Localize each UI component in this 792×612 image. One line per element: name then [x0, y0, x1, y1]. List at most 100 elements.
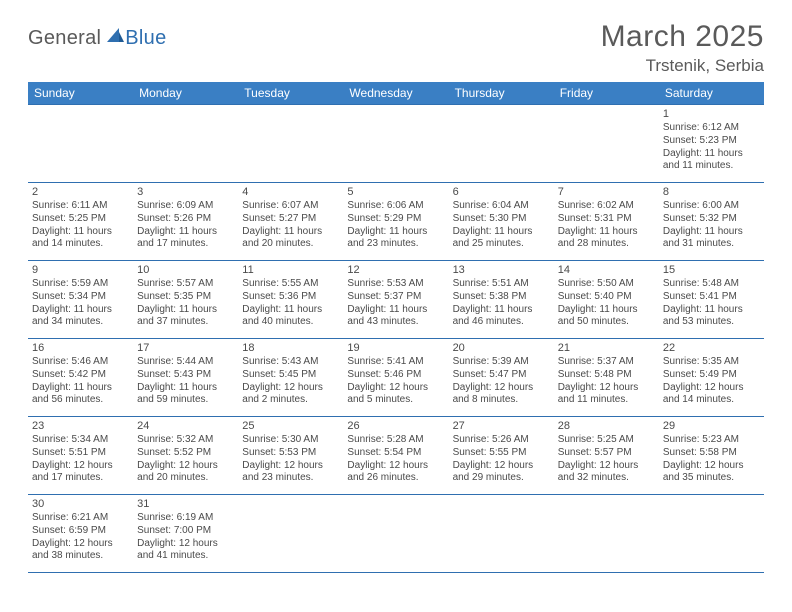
day-number: 26	[347, 419, 444, 433]
dayhead-tue: Tuesday	[238, 82, 343, 105]
sunset-text: Sunset: 5:41 PM	[663, 291, 760, 304]
daylight-text-2: and 26 minutes.	[347, 472, 444, 485]
daylight-text: Daylight: 11 hours	[137, 382, 234, 395]
daylight-text-2: and 35 minutes.	[663, 472, 760, 485]
calendar-week-row: 30Sunrise: 6:21 AMSunset: 6:59 PMDayligh…	[28, 495, 764, 573]
daylight-text-2: and 8 minutes.	[453, 394, 550, 407]
day-number: 28	[558, 419, 655, 433]
day-number: 21	[558, 341, 655, 355]
brand-logo: General Blue	[28, 20, 167, 51]
sunrise-text: Sunrise: 6:00 AM	[663, 200, 760, 213]
day-number: 2	[32, 185, 129, 199]
sunset-text: Sunset: 5:38 PM	[453, 291, 550, 304]
sunset-text: Sunset: 5:32 PM	[663, 213, 760, 226]
daylight-text: Daylight: 11 hours	[242, 304, 339, 317]
daylight-text-2: and 37 minutes.	[137, 316, 234, 329]
calendar-cell: 29Sunrise: 5:23 AMSunset: 5:58 PMDayligh…	[659, 417, 764, 495]
daylight-text: Daylight: 11 hours	[32, 304, 129, 317]
calendar-week-row: 1Sunrise: 6:12 AMSunset: 5:23 PMDaylight…	[28, 105, 764, 183]
daylight-text-2: and 53 minutes.	[663, 316, 760, 329]
sunrise-text: Sunrise: 5:51 AM	[453, 278, 550, 291]
daylight-text-2: and 50 minutes.	[558, 316, 655, 329]
calendar-cell: 4Sunrise: 6:07 AMSunset: 5:27 PMDaylight…	[238, 183, 343, 261]
calendar-cell: 17Sunrise: 5:44 AMSunset: 5:43 PMDayligh…	[133, 339, 238, 417]
day-number: 16	[32, 341, 129, 355]
daylight-text: Daylight: 12 hours	[453, 382, 550, 395]
calendar-cell	[28, 105, 133, 183]
day-number: 23	[32, 419, 129, 433]
daylight-text: Daylight: 12 hours	[242, 460, 339, 473]
sunset-text: Sunset: 7:00 PM	[137, 525, 234, 538]
sunset-text: Sunset: 5:25 PM	[32, 213, 129, 226]
sunrise-text: Sunrise: 5:26 AM	[453, 434, 550, 447]
daylight-text: Daylight: 12 hours	[558, 460, 655, 473]
calendar-cell	[449, 495, 554, 573]
calendar-cell	[659, 495, 764, 573]
sunrise-text: Sunrise: 5:53 AM	[347, 278, 444, 291]
daylight-text-2: and 31 minutes.	[663, 238, 760, 251]
calendar-cell: 1Sunrise: 6:12 AMSunset: 5:23 PMDaylight…	[659, 105, 764, 183]
day-number: 5	[347, 185, 444, 199]
dayhead-mon: Monday	[133, 82, 238, 105]
sunrise-text: Sunrise: 6:11 AM	[32, 200, 129, 213]
sunrise-text: Sunrise: 5:34 AM	[32, 434, 129, 447]
sunset-text: Sunset: 5:42 PM	[32, 369, 129, 382]
calendar-cell: 28Sunrise: 5:25 AMSunset: 5:57 PMDayligh…	[554, 417, 659, 495]
daylight-text-2: and 28 minutes.	[558, 238, 655, 251]
page-title: March 2025	[601, 20, 764, 54]
calendar-cell: 2Sunrise: 6:11 AMSunset: 5:25 PMDaylight…	[28, 183, 133, 261]
day-number: 27	[453, 419, 550, 433]
day-number: 6	[453, 185, 550, 199]
sunset-text: Sunset: 5:30 PM	[453, 213, 550, 226]
calendar-cell: 19Sunrise: 5:41 AMSunset: 5:46 PMDayligh…	[343, 339, 448, 417]
daylight-text-2: and 5 minutes.	[347, 394, 444, 407]
calendar-cell: 13Sunrise: 5:51 AMSunset: 5:38 PMDayligh…	[449, 261, 554, 339]
calendar-cell	[133, 105, 238, 183]
day-number: 7	[558, 185, 655, 199]
day-number: 15	[663, 263, 760, 277]
sunrise-text: Sunrise: 5:46 AM	[32, 356, 129, 369]
sunrise-text: Sunrise: 5:37 AM	[558, 356, 655, 369]
daylight-text: Daylight: 11 hours	[558, 304, 655, 317]
sunrise-text: Sunrise: 6:12 AM	[663, 122, 760, 135]
calendar-cell	[238, 495, 343, 573]
calendar-cell: 14Sunrise: 5:50 AMSunset: 5:40 PMDayligh…	[554, 261, 659, 339]
daylight-text-2: and 32 minutes.	[558, 472, 655, 485]
daylight-text: Daylight: 11 hours	[137, 226, 234, 239]
daylight-text: Daylight: 11 hours	[32, 226, 129, 239]
day-number: 18	[242, 341, 339, 355]
daylight-text-2: and 17 minutes.	[137, 238, 234, 251]
brand-text-1: General	[28, 27, 101, 50]
sail-icon	[105, 26, 125, 51]
sunset-text: Sunset: 5:47 PM	[453, 369, 550, 382]
sunrise-text: Sunrise: 5:57 AM	[137, 278, 234, 291]
sunset-text: Sunset: 5:40 PM	[558, 291, 655, 304]
daylight-text: Daylight: 12 hours	[347, 382, 444, 395]
calendar-table: Sunday Monday Tuesday Wednesday Thursday…	[28, 82, 764, 573]
sunset-text: Sunset: 5:48 PM	[558, 369, 655, 382]
calendar-cell: 18Sunrise: 5:43 AMSunset: 5:45 PMDayligh…	[238, 339, 343, 417]
sunrise-text: Sunrise: 6:19 AM	[137, 512, 234, 525]
sunrise-text: Sunrise: 5:41 AM	[347, 356, 444, 369]
calendar-cell: 31Sunrise: 6:19 AMSunset: 7:00 PMDayligh…	[133, 495, 238, 573]
sunset-text: Sunset: 5:35 PM	[137, 291, 234, 304]
calendar-cell: 9Sunrise: 5:59 AMSunset: 5:34 PMDaylight…	[28, 261, 133, 339]
calendar-cell: 20Sunrise: 5:39 AMSunset: 5:47 PMDayligh…	[449, 339, 554, 417]
daylight-text-2: and 23 minutes.	[242, 472, 339, 485]
sunrise-text: Sunrise: 5:28 AM	[347, 434, 444, 447]
sunset-text: Sunset: 5:36 PM	[242, 291, 339, 304]
sunrise-text: Sunrise: 6:07 AM	[242, 200, 339, 213]
sunrise-text: Sunrise: 6:04 AM	[453, 200, 550, 213]
calendar-cell: 3Sunrise: 6:09 AMSunset: 5:26 PMDaylight…	[133, 183, 238, 261]
day-number: 25	[242, 419, 339, 433]
calendar-week-row: 2Sunrise: 6:11 AMSunset: 5:25 PMDaylight…	[28, 183, 764, 261]
calendar-week-row: 9Sunrise: 5:59 AMSunset: 5:34 PMDaylight…	[28, 261, 764, 339]
header: General Blue March 2025 Trstenik, Serbia	[28, 20, 764, 76]
daylight-text-2: and 20 minutes.	[242, 238, 339, 251]
calendar-cell: 22Sunrise: 5:35 AMSunset: 5:49 PMDayligh…	[659, 339, 764, 417]
sunrise-text: Sunrise: 5:32 AM	[137, 434, 234, 447]
sunset-text: Sunset: 5:23 PM	[663, 135, 760, 148]
daylight-text-2: and 29 minutes.	[453, 472, 550, 485]
calendar-cell: 7Sunrise: 6:02 AMSunset: 5:31 PMDaylight…	[554, 183, 659, 261]
daylight-text: Daylight: 12 hours	[32, 460, 129, 473]
